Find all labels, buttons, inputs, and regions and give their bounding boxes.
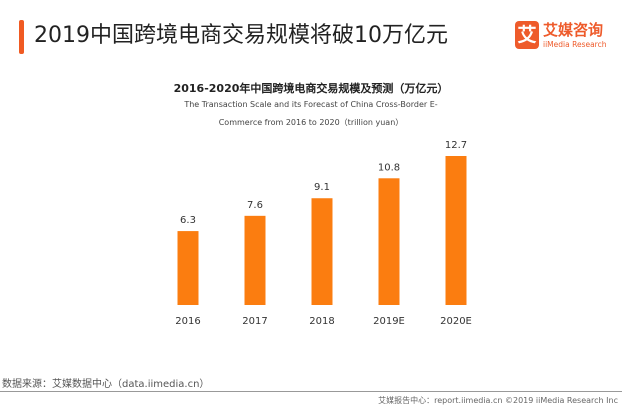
data-label-2017: 7.6 bbox=[247, 200, 263, 211]
bar-2019E bbox=[378, 178, 400, 305]
page-title: 2019中国跨境电商交易规模将破10万亿元 bbox=[34, 23, 448, 48]
x-tick-label-2020E: 2020E bbox=[440, 316, 472, 327]
data-label-2019E: 10.8 bbox=[378, 162, 400, 173]
data-source: 数据来源：艾媒数据中心（data.iimedia.cn） bbox=[2, 379, 210, 390]
bar-2020E bbox=[445, 156, 467, 305]
x-tick-label-2016: 2016 bbox=[175, 316, 200, 327]
bar-2016 bbox=[177, 231, 199, 305]
footer-divider bbox=[0, 391, 622, 392]
chart-subtitle-line1: The Transaction Scale and its Forecast o… bbox=[184, 100, 438, 109]
footer-credit: 艾媒报告中心：report.iimedia.cn ©2019 iiMedia R… bbox=[378, 396, 618, 405]
data-label-2018: 9.1 bbox=[314, 182, 330, 193]
logo-icon: 艾 bbox=[515, 21, 539, 49]
x-tick-label-2017: 2017 bbox=[242, 316, 267, 327]
chart-title: 2016-2020年中国跨境电商交易规模及预测（万亿元） bbox=[173, 82, 449, 95]
data-label-2016: 6.3 bbox=[180, 215, 196, 226]
data-label-2020E: 12.7 bbox=[445, 140, 467, 151]
x-tick-label-2018: 2018 bbox=[309, 316, 334, 327]
logo-name-cn: 艾媒咨询 bbox=[543, 21, 604, 39]
logo-name-en: iiMedia Research bbox=[543, 40, 607, 49]
title-accent-bar bbox=[19, 20, 24, 54]
bar-2017 bbox=[244, 215, 266, 305]
chart-subtitle-line2: Commerce from 2016 to 2020（trillion yuan… bbox=[218, 118, 404, 127]
x-tick-label-2019E: 2019E bbox=[373, 316, 405, 327]
bar-2018 bbox=[311, 198, 333, 305]
